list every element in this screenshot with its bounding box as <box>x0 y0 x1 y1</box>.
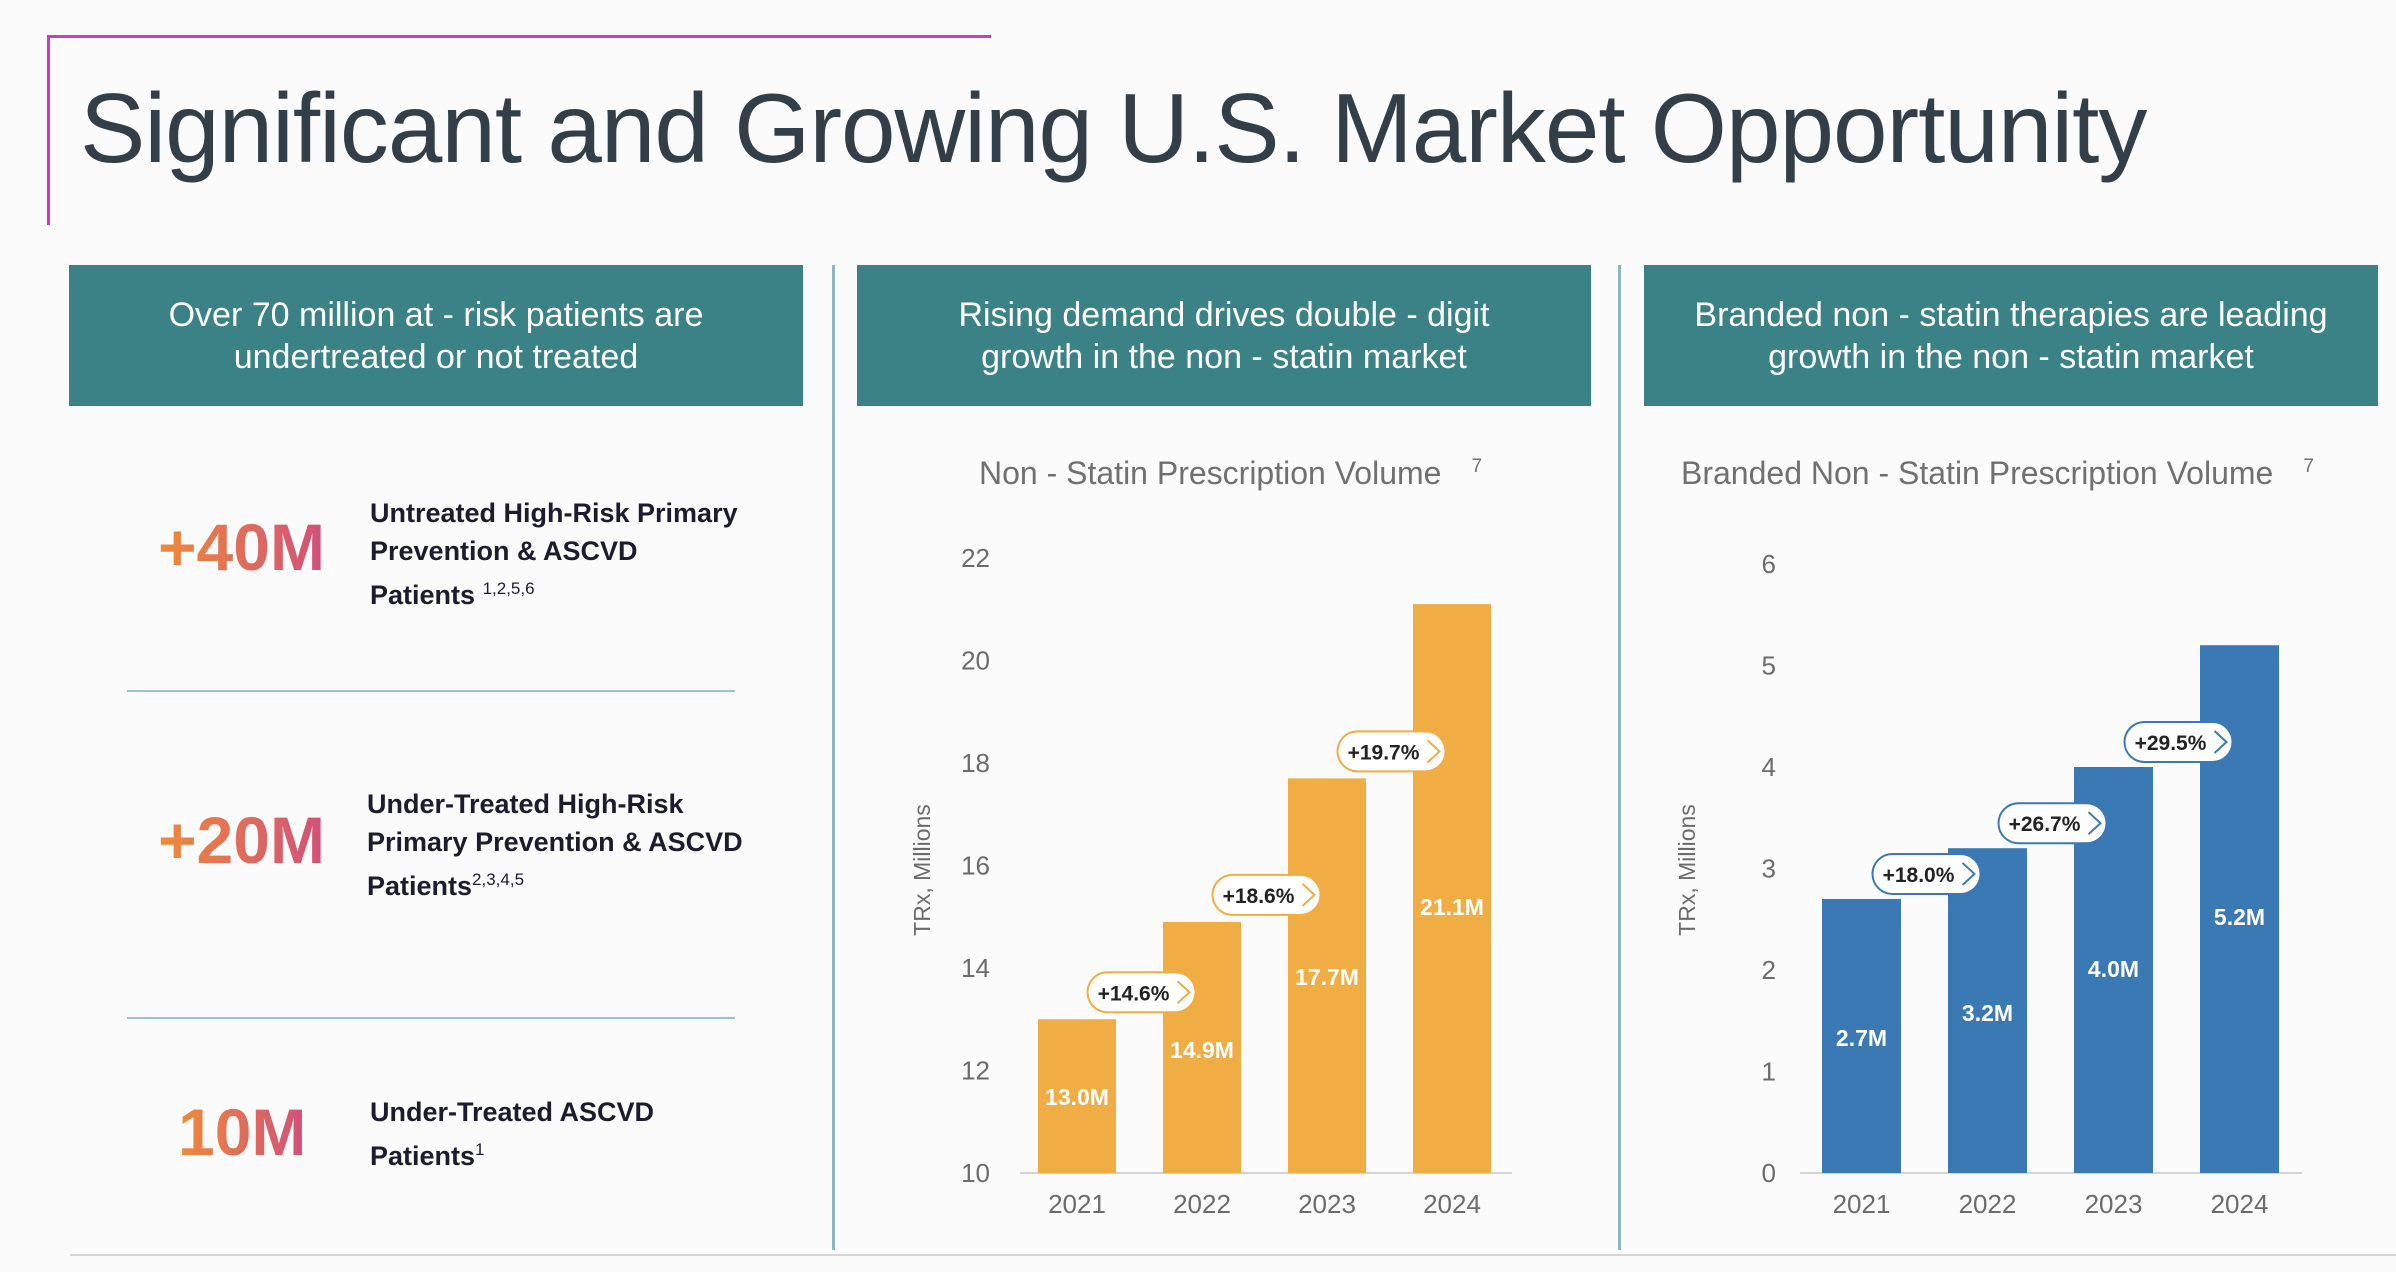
column-divider <box>832 265 835 1250</box>
bar <box>1822 898 1901 1173</box>
panel-header-branded: Branded non - statin therapies are leadi… <box>1644 265 2378 406</box>
footnote-ref: 1 <box>475 1140 485 1159</box>
title-accent-line <box>47 35 991 38</box>
bar-data-label: 13.0M <box>1045 1084 1109 1110</box>
bar <box>1948 848 2027 1173</box>
bar-data-label: 14.9M <box>1170 1037 1234 1063</box>
y-tick-label: 10 <box>961 1158 990 1188</box>
bar <box>1288 778 1366 1173</box>
chart-title-text: Branded Non - Statin Prescription Volume <box>1681 455 2274 491</box>
stat-value-ascvd: 10M <box>178 1095 307 1169</box>
column-divider <box>1618 265 1621 1250</box>
panel-header-line: Over 70 million at - risk patients are <box>168 295 704 334</box>
x-tick-label: 2021 <box>1833 1189 1891 1219</box>
bar <box>1163 921 1241 1173</box>
bar-data-label: 17.7M <box>1295 964 1359 990</box>
bar-data-label: 2.7M <box>1836 1025 1887 1051</box>
y-tick-label: 18 <box>961 748 990 778</box>
chart-title-branded: Branded Non - Statin Prescription Volume… <box>1681 455 2314 492</box>
y-tick-label: 20 <box>961 646 990 676</box>
growth-pill <box>1871 852 1982 895</box>
x-tick-label: 2022 <box>1959 1189 2017 1219</box>
y-tick-label: 16 <box>961 851 990 881</box>
growth-label: +19.7% <box>1348 741 1420 764</box>
y-tick-label: 6 <box>1762 549 1776 579</box>
growth-label: +18.0% <box>1883 864 1955 887</box>
panel-header-line: growth in the non - statin market <box>981 337 1467 376</box>
footnote-ref: 7 <box>2303 456 2314 478</box>
y-tick-label: 0 <box>1762 1158 1776 1188</box>
panel-header-line: undertreated or not treated <box>233 337 639 376</box>
footnote-ref: 2,3,4,5 <box>472 870 525 889</box>
chart-title-text: Non - Statin Prescription Volume <box>979 455 1442 491</box>
page-title: Significant and Growing U.S. Market Oppo… <box>80 73 2147 183</box>
footnote-ref: 7 <box>1471 456 1483 478</box>
chevron-right-icon <box>2087 811 2102 835</box>
y-tick-label: 5 <box>1762 651 1776 681</box>
stat-divider <box>127 1017 735 1019</box>
bar <box>1413 604 1491 1173</box>
x-tick-label: 2021 <box>1048 1189 1106 1219</box>
growth-label: +18.6% <box>1223 885 1295 908</box>
growth-pill <box>1997 802 2108 845</box>
growth-label: +14.6% <box>1098 982 1170 1005</box>
growth-label: +26.7% <box>2009 813 2081 836</box>
chevron-right-icon <box>1176 980 1191 1004</box>
y-tick-label: 1 <box>1762 1057 1776 1087</box>
chevron-right-icon <box>1301 883 1316 907</box>
y-axis-title: TRx, Millions <box>1674 804 1700 936</box>
bar-data-label: 3.2M <box>1962 1000 2013 1026</box>
x-tick-label: 2022 <box>1173 1189 1231 1219</box>
bar <box>1038 1019 1116 1173</box>
panel-header-line: Rising demand drives double - digit <box>958 295 1490 334</box>
stat-label-text: Untreated High-Risk Primary Prevention &… <box>370 498 738 610</box>
bar-data-label: 5.2M <box>2214 904 2265 930</box>
growth-pill <box>2123 721 2234 763</box>
footnote-ref: 1,2,5,6 <box>482 579 535 598</box>
growth-pill <box>1086 971 1197 1014</box>
chart-title-nonstatin: Non - Statin Prescription Volume 7 <box>979 455 1482 492</box>
x-tick-label: 2024 <box>2211 1189 2269 1219</box>
panel-header-line: growth in the non - statin market <box>1768 337 2254 376</box>
stat-label-ascvd: Under-Treated ASCVD Patients1 <box>370 1093 710 1175</box>
panel-header-demand: Rising demand drives double - digit growt… <box>857 265 1591 406</box>
y-tick-label: 2 <box>1762 955 1776 985</box>
stat-label-text: Under-Treated High-Risk Primary Preventi… <box>367 789 743 901</box>
x-tick-label: 2024 <box>1423 1189 1481 1219</box>
stat-label-undertreated: Under-Treated High-Risk Primary Preventi… <box>367 785 747 905</box>
chevron-right-icon <box>1961 862 1976 886</box>
panel-header-patients: Over 70 million at - risk patients are un… <box>69 265 803 406</box>
title-accent-bar <box>47 35 50 225</box>
y-tick-label: 3 <box>1762 854 1776 884</box>
footer-rule <box>70 1254 2396 1256</box>
y-tick-label: 22 <box>961 543 990 573</box>
stat-label-text: Under-Treated ASCVD Patients <box>370 1097 655 1171</box>
growth-pill <box>1336 730 1447 773</box>
chevron-right-icon <box>1426 739 1441 764</box>
stat-value-undertreated: +20M <box>158 803 325 877</box>
bar-data-label: 4.0M <box>2088 956 2139 982</box>
bar-data-label: 21.1M <box>1420 894 1484 920</box>
stat-divider <box>127 690 735 692</box>
growth-pill <box>1211 873 1322 916</box>
x-tick-label: 2023 <box>2085 1189 2143 1219</box>
stat-label-untreated: Untreated High-Risk Primary Prevention &… <box>370 494 750 614</box>
y-axis-title: TRx, Millions <box>909 804 935 936</box>
panel-header-line: Branded non - statin therapies are leadi… <box>1694 295 2328 334</box>
y-tick-label: 14 <box>961 953 990 983</box>
y-tick-label: 4 <box>1762 752 1776 782</box>
x-tick-label: 2023 <box>1298 1189 1356 1219</box>
chevron-right-icon <box>2213 730 2228 754</box>
growth-label: +29.5% <box>2135 732 2207 755</box>
y-tick-label: 12 <box>961 1056 990 1086</box>
stat-value-untreated: +40M <box>158 510 325 584</box>
